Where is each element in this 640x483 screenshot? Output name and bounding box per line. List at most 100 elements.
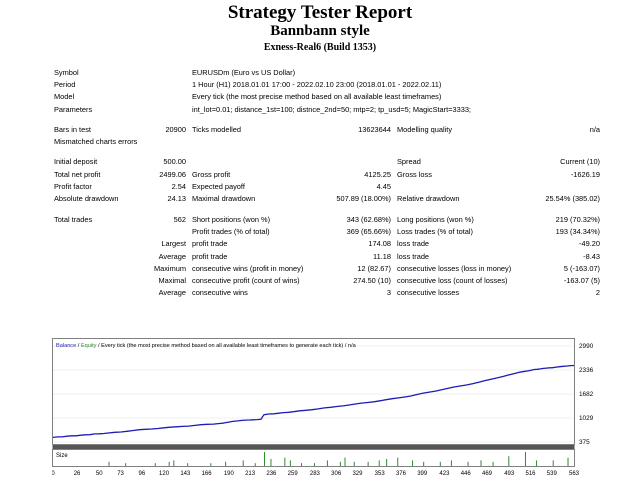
avg-profit-value: 11.18 [373, 251, 391, 261]
ticks-label: Ticks modelled [192, 124, 242, 134]
profit-trades-label: Profit trades (% of total) [192, 226, 270, 236]
x-tick-label: 399 [417, 471, 428, 477]
x-tick-label: 423 [439, 471, 450, 477]
max-cons-wins-label: consecutive wins (profit in money) [192, 263, 304, 273]
size-bar [289, 460, 291, 466]
short-positions-label: Short positions (won %) [192, 214, 271, 224]
largest-label: Largest [161, 239, 186, 249]
net-profit-row: Total net profit 2499.06 Gross profit 41… [52, 168, 606, 180]
drawdown-row: Absolute drawdown 24.13 Maximal drawdown… [52, 193, 606, 205]
size-bar [552, 460, 554, 466]
ticks-value: 13623644 [358, 124, 391, 134]
size-bar [397, 457, 399, 466]
bars-value: 20900 [165, 124, 186, 134]
profit-factor-row: Profit factor 2.54 Expected payoff 4.45 [52, 180, 606, 192]
report-table: Symbol EURUSDm (Euro vs US Dollar) Perio… [52, 66, 606, 299]
size-bar [412, 460, 414, 466]
maximal-row: Maximal consecutive profit (count of win… [52, 274, 606, 286]
maximal-loss-label: consecutive loss (count of losses) [397, 276, 508, 286]
avg-cons-wins-value: 3 [386, 288, 391, 298]
x-tick-label: 306 [331, 471, 342, 477]
x-tick-label: 143 [180, 471, 191, 477]
size-label: Size [56, 453, 68, 459]
largest-loss-value: -49.20 [579, 239, 601, 249]
largest-profit-label: profit trade [192, 239, 228, 249]
avg-loss-value: -8.43 [583, 251, 601, 261]
size-bar [480, 460, 482, 466]
size-bars [108, 452, 569, 466]
avg-loss-label: loss trade [397, 251, 430, 261]
x-tick-label: 26 [74, 471, 81, 477]
size-bar [326, 460, 328, 466]
expected-payoff-value: 4.45 [376, 182, 391, 192]
x-tick-label: 190 [224, 471, 235, 477]
model-row: Model Every tick (the most precise metho… [52, 91, 606, 103]
x-tick-label: 283 [310, 471, 321, 477]
size-bar [313, 463, 315, 466]
maximal-loss-value: -163.07 (5) [563, 276, 601, 286]
loss-trades-value: 193 (34.34%) [555, 226, 601, 236]
legend-description: / Every tick (the most precise method ba… [96, 343, 356, 349]
size-bar [254, 463, 256, 466]
x-tick-label: 446 [461, 471, 472, 477]
avg-profit-label: profit trade [192, 251, 228, 261]
quality-label: Modelling quality [397, 124, 453, 134]
x-tick-label: 539 [547, 471, 558, 477]
size-bar [108, 461, 110, 466]
params-value: int_lot=0.01; distance_1st=100; distnce_… [192, 104, 471, 114]
y-tick-label: 1029 [579, 415, 594, 422]
size-bar [339, 461, 341, 466]
average-cons-label: Average [158, 288, 186, 298]
size-bar [125, 463, 127, 466]
period-value: 1 Hour (H1) 2018.01.01 17:00 - 2022.02.1… [192, 79, 442, 89]
x-tick-label: 236 [266, 471, 277, 477]
size-bar [344, 457, 346, 466]
profit-trades-value: 369 (65.66%) [346, 226, 391, 236]
report-title: Strategy Tester Report [227, 2, 413, 23]
long-positions-value: 219 (70.32%) [555, 214, 601, 224]
symbol-value: EURUSDm (Euro vs US Dollar) [192, 67, 296, 77]
largest-profit-value: 174.08 [368, 239, 391, 249]
largest-loss-label: loss trade [397, 239, 430, 249]
period-label: Period [54, 79, 76, 89]
x-tick-label: 563 [569, 471, 580, 477]
abs-drawdown-label: Absolute drawdown [54, 194, 119, 204]
model-value: Every tick (the most precise method base… [192, 92, 442, 102]
chart-legend: Balance / Equity / Every tick (the most … [56, 343, 357, 349]
legend-equity: Equity [81, 343, 97, 349]
avg-cons-losses-value: 2 [595, 288, 601, 298]
size-bar [536, 460, 538, 466]
size-bar [386, 459, 388, 466]
avg-cons-wins-label: consecutive wins [192, 288, 248, 298]
average-row: Average profit trade 11.18 loss trade -8… [52, 250, 606, 262]
y-tick-label: 1682 [579, 391, 594, 398]
net-profit-value: 2499.06 [159, 169, 186, 179]
size-bar [270, 459, 272, 466]
size-bar [450, 460, 452, 466]
symbol-row: Symbol EURUSDm (Euro vs US Dollar) [52, 66, 606, 78]
max-cons-wins-value: 12 (82.67) [357, 263, 391, 273]
size-bar [423, 461, 425, 466]
balance-chart-svg: Balance / Equity / Every tick (the most … [51, 338, 594, 477]
model-label: Model [54, 92, 75, 102]
size-panel [52, 449, 575, 467]
maximal-profit-value: 274.50 (10) [353, 276, 391, 286]
params-label: Parameters [54, 104, 93, 114]
x-tick-label: 50 [96, 471, 103, 477]
size-bar [567, 457, 569, 466]
plot-area [52, 338, 575, 445]
profit-factor-value: 2.54 [171, 182, 186, 192]
maximal-label: Maximal [158, 276, 186, 286]
total-trades-row: Total trades 562 Short positions (won %)… [52, 213, 606, 225]
size-bar [353, 461, 355, 466]
size-bar [210, 463, 212, 466]
profit-factor-label: Profit factor [54, 182, 92, 192]
size-bar [173, 460, 175, 466]
size-bar [225, 461, 227, 466]
gross-profit-value: 4125.25 [364, 169, 391, 179]
initial-deposit-label: Initial deposit [54, 157, 98, 167]
x-tick-label: 0 [52, 471, 55, 477]
rel-drawdown-label: Relative drawdown [397, 194, 460, 204]
spread-value: Current (10) [560, 157, 601, 167]
report-subtitle: Bannbann style [270, 23, 370, 39]
